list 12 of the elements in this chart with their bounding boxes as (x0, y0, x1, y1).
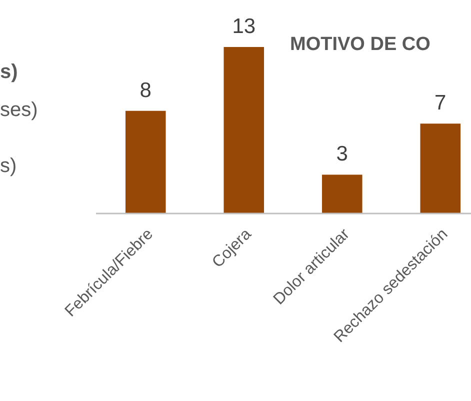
chart-title: MOTIVO DE CO (290, 34, 430, 55)
bar (322, 174, 362, 213)
bar (125, 110, 166, 213)
data-label: 3 (336, 142, 348, 166)
bar (420, 124, 461, 213)
data-label: 7 (434, 92, 446, 115)
data-label: 8 (140, 78, 152, 102)
bar (224, 47, 264, 213)
text: s) (0, 155, 17, 177)
text: ses) (0, 99, 38, 121)
text: s) (0, 61, 18, 83)
data-label: 13 (232, 15, 256, 38)
